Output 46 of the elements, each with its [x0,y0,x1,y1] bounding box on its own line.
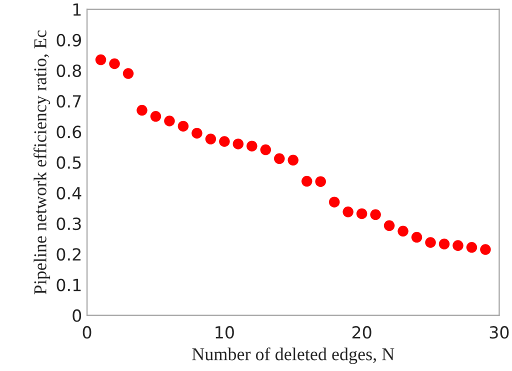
point [246,140,258,152]
point [288,154,298,166]
point [466,242,478,253]
x-tick-label: 0 [82,326,92,339]
y-axis-title: Pipeline network efficiency ratio, Ec [34,30,50,294]
x-tick-label: 20 [352,326,372,339]
point [370,209,381,220]
x-tick-label: 30 [490,326,509,339]
y-tick-label: 0.4 [56,186,82,200]
point [452,240,464,251]
point [315,176,326,187]
point [95,54,106,66]
point [205,134,216,144]
point [219,136,230,147]
y-tick-label: 0.2 [56,248,81,261]
point [164,116,175,126]
point [232,138,244,150]
y-tick-label: 0 [72,309,82,322]
point [328,196,340,208]
point [274,153,285,164]
point [109,58,120,70]
point [398,226,408,237]
point [356,208,368,220]
point [384,220,395,232]
y-tick-label: 0.6 [56,126,82,138]
y-tick-label: 0.9 [56,34,82,46]
point [260,144,272,156]
y-tick-label: 0.3 [56,217,81,230]
point [150,111,162,122]
point [480,244,491,255]
point [301,176,312,187]
y-tick-label: 0.7 [56,95,81,108]
point [425,237,436,248]
y-tick-label: 0.8 [56,64,82,78]
y-tick-label: 1 [73,3,81,16]
x-axis-title: Number of deleted edges, N [192,347,394,364]
point [122,68,134,79]
point [136,104,148,116]
point [438,238,450,250]
y-tick-label: 0.5 [56,156,81,169]
point [411,232,422,243]
point [192,128,202,139]
y-tick-label: 0.1 [56,278,81,292]
point [342,206,354,218]
point [178,120,189,132]
x-tick-label: 10 [216,326,234,339]
